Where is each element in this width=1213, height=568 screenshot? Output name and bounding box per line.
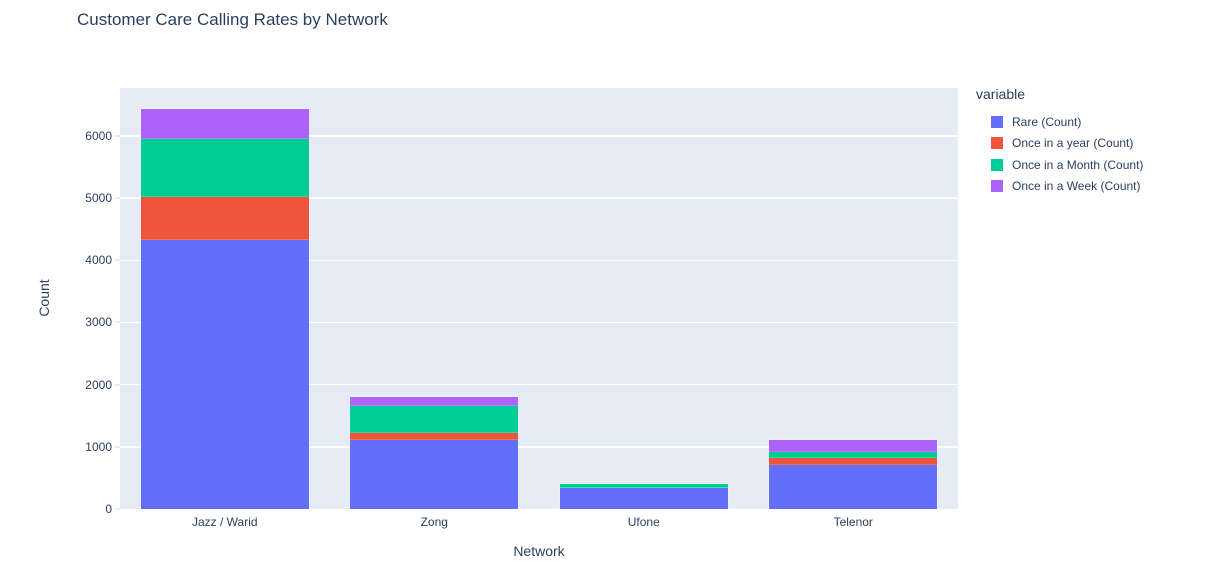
y-tick-mark — [115, 259, 120, 262]
y-tick-label: 4000 — [85, 253, 112, 268]
bar-segment[interactable] — [769, 440, 938, 452]
legend-item[interactable]: Rare (Count) — [976, 111, 1143, 133]
bar-segment[interactable] — [769, 465, 938, 509]
bar-segment[interactable] — [559, 488, 728, 509]
legend: variable Rare (Count) Once in a year (Cou… — [976, 86, 1143, 197]
legend-label: Once in a year (Count) — [1012, 136, 1134, 151]
legend-item[interactable]: Once in a Month (Count) — [976, 154, 1143, 176]
legend-label: Rare (Count) — [1012, 114, 1082, 129]
y-tick-label: 3000 — [85, 315, 112, 330]
legend-item[interactable]: Once in a Week (Count) — [976, 176, 1143, 198]
bar-segment[interactable] — [350, 397, 519, 406]
legend-item[interactable]: Once in a year (Count) — [976, 133, 1143, 155]
bar-segment[interactable] — [769, 458, 938, 466]
y-axis-title: Count — [36, 279, 52, 317]
bar-segment[interactable] — [769, 451, 938, 459]
y-tick-label: 6000 — [85, 128, 112, 143]
legend-title: variable — [976, 86, 1026, 102]
y-tick-mark — [115, 197, 120, 200]
y-tick-label: 2000 — [85, 377, 112, 392]
x-tick-label: Ufone — [627, 515, 660, 529]
legend-swatch-icon — [991, 158, 1003, 171]
legend-label: Once in a Week (Count) — [1012, 179, 1141, 194]
bar-segment[interactable] — [559, 484, 728, 488]
y-tick-mark — [115, 508, 120, 510]
legend-label: Once in a Month (Count) — [1012, 157, 1144, 172]
bar-zong[interactable] — [350, 397, 519, 509]
y-tick-label: 1000 — [85, 439, 112, 454]
bar-segment[interactable] — [140, 108, 309, 140]
legend-swatch-icon — [991, 115, 1003, 128]
y-tick-mark — [115, 134, 120, 137]
bar-segment[interactable] — [559, 487, 728, 489]
legend-swatch-icon — [991, 180, 1003, 193]
bar-segment[interactable] — [350, 439, 519, 509]
bar-segment[interactable] — [140, 139, 309, 197]
chart-title: Customer Care Calling Rates by Network — [77, 10, 388, 29]
legend-items: Rare (Count) Once in a year (Count) Once i… — [976, 111, 1143, 197]
x-axis-title: Network — [513, 543, 565, 559]
plot-area[interactable] — [120, 88, 958, 509]
y-tick-mark — [115, 321, 120, 324]
bar-jazz-warid[interactable] — [140, 108, 309, 509]
y-tick-label: 0 — [105, 502, 112, 516]
legend-swatch-icon — [991, 137, 1003, 150]
y-tick-mark — [115, 445, 120, 448]
bar-ufone[interactable] — [559, 483, 728, 509]
x-tick-label: Zong — [420, 515, 448, 529]
bar-segment[interactable] — [140, 240, 309, 509]
bar-segment[interactable] — [350, 433, 519, 440]
bar-segment[interactable] — [350, 405, 519, 434]
y-tick-mark — [115, 383, 120, 386]
x-tick-label: Jazz / Warid — [191, 515, 258, 529]
bar-telenor[interactable] — [769, 440, 938, 509]
y-tick-label: 5000 — [85, 191, 112, 206]
x-tick-label: Telenor — [833, 515, 873, 529]
bar-segment[interactable] — [140, 196, 309, 241]
